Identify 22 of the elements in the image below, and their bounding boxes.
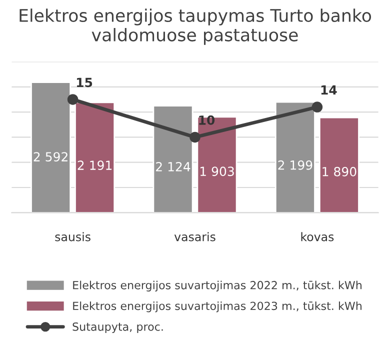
bar xyxy=(274,101,316,213)
data-label: 15 xyxy=(76,78,92,88)
x-tick-label: kovas xyxy=(301,232,334,242)
chart-title: Elektros energijos taupymas Turto banko valdomuose pastatuose xyxy=(20,8,372,45)
bar xyxy=(196,116,238,213)
legend-label: Sutaupyta, proc. xyxy=(72,322,163,333)
data-label: 1 890 xyxy=(322,166,356,176)
bar xyxy=(152,105,194,213)
data-label: 14 xyxy=(321,85,337,95)
data-label: 1 903 xyxy=(200,166,234,176)
legend-label: Elektros energijos suvartojimas 2023 m., tūkst. kWh xyxy=(73,301,362,312)
x-tick-label: sausis xyxy=(55,232,90,242)
data-label: 10 xyxy=(199,115,215,125)
data-label: 2 592 xyxy=(34,152,68,162)
legend-label: Elektros energijos suvartojimas 2022 m., tūkst. kWh xyxy=(73,280,362,292)
data-label: 2 124 xyxy=(156,162,190,172)
bar xyxy=(74,102,116,213)
data-label: 2 191 xyxy=(78,160,112,170)
data-label: 2 199 xyxy=(278,160,312,170)
x-tick-label: vasaris xyxy=(174,232,216,242)
bar xyxy=(318,116,360,213)
bar xyxy=(30,82,72,213)
